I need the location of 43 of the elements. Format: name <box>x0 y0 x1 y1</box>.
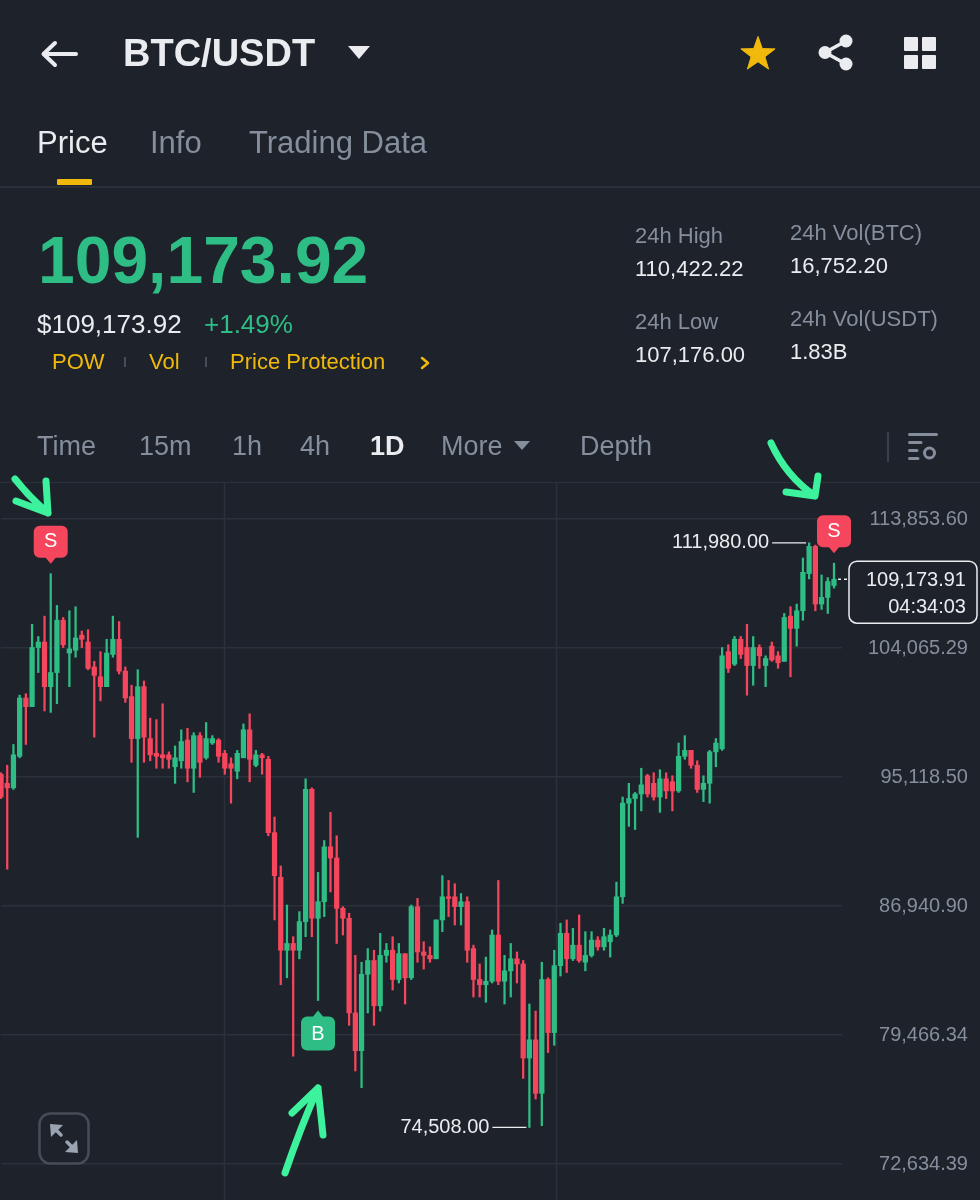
text: 107,176.00 <box>635 342 746 368</box>
candlestick <box>787 606 794 678</box>
text: More <box>441 431 503 463</box>
y-tick-label: 113,853.60 <box>869 506 968 529</box>
y-tick-label: 86,940.90 <box>879 893 968 916</box>
text: Trading Data <box>249 125 428 161</box>
text: 1D <box>370 431 405 463</box>
candlestick <box>762 655 769 687</box>
text: 16,752.20 <box>790 253 888 279</box>
text: 4h <box>300 431 331 463</box>
text: Price <box>37 125 108 161</box>
text: POW <box>52 349 105 375</box>
y-tick-label: 79,466.34 <box>879 1022 968 1045</box>
text: 109,173.91 <box>865 567 966 590</box>
text: 24h Low <box>635 309 719 335</box>
text: 24h Vol(BTC) <box>790 220 923 246</box>
annotation: S <box>827 518 841 541</box>
chart-title: BTC/USDT <box>123 32 316 76</box>
text: 24h Vol(USDT) <box>790 306 938 332</box>
text: 1h <box>232 431 263 463</box>
text: +1.49% <box>204 309 293 340</box>
text: 1.83B <box>790 339 848 365</box>
y-tick-label: 72,634.39 <box>879 1151 968 1174</box>
y-tick-label: 95,118.50 <box>880 764 968 787</box>
annotation: S <box>44 529 58 552</box>
text: Info <box>150 125 202 161</box>
text: Price Protection <box>230 349 386 375</box>
text: Vol <box>149 349 180 375</box>
candlestick <box>526 1003 533 1128</box>
text: 110,422.22 <box>635 256 744 282</box>
candlestick <box>501 955 508 1005</box>
annotation: 74,508.00 <box>400 1114 490 1137</box>
text: Depth <box>580 431 653 463</box>
text: 04:34:03 <box>888 594 966 617</box>
text: Time <box>37 431 96 463</box>
annotation: 111,980.00 <box>671 530 770 553</box>
text: 24h High <box>635 223 724 249</box>
y-tick-label: 104,065.29 <box>867 635 968 658</box>
candlestick <box>97 651 104 702</box>
annotation: B <box>311 1022 325 1045</box>
chart-subtitle: 109,173.92 <box>38 223 369 299</box>
text: 15m <box>139 431 192 463</box>
text: $109,173.92 <box>37 309 182 340</box>
